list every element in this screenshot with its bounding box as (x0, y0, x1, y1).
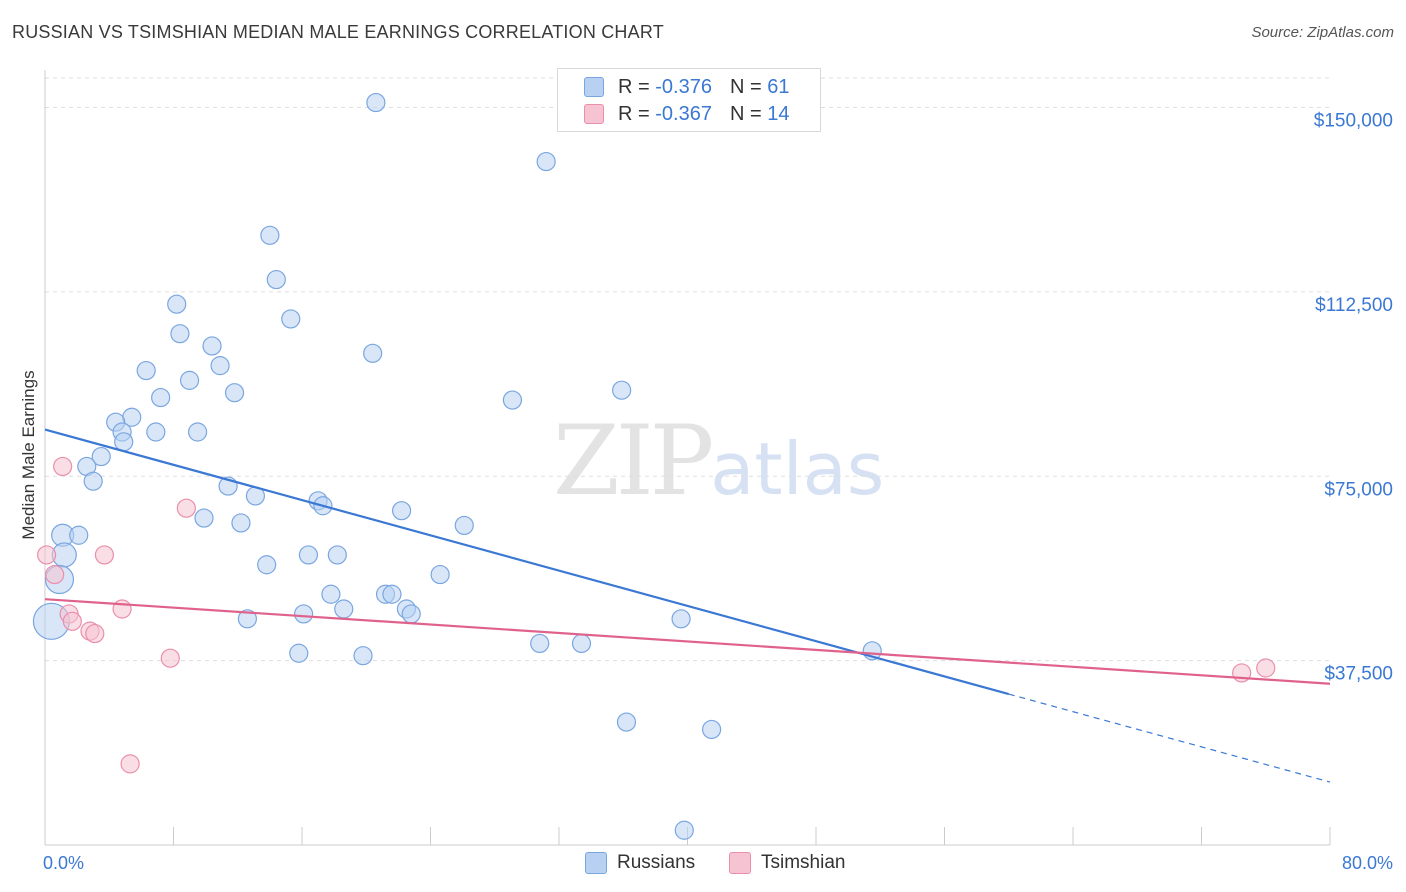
tsimshian-r-value: -0.367 (655, 102, 712, 125)
russians-point (430, 564, 450, 585)
tsimshian-point (85, 623, 105, 644)
russians-point (146, 422, 166, 442)
tsimshian-point (37, 545, 57, 565)
correlation-legend: R = -0.376 N = 61 R = -0.367 N = 14 (557, 68, 821, 132)
tsimshian-point (160, 648, 180, 668)
russians-point (612, 380, 632, 400)
legend-item-tsimshian[interactable]: Tsimshian (729, 852, 845, 874)
russians-trendline (44, 428, 1010, 696)
tsimshian-n-value: 14 (767, 102, 790, 125)
legend-row-russians: R = -0.376 N = 61 (584, 75, 789, 99)
tsimshian-point (1256, 658, 1276, 678)
russians-point (334, 599, 354, 619)
y-tick-label: $75,000 (1324, 479, 1393, 500)
tsimshian-trendline (44, 598, 1331, 685)
russians-point (231, 513, 251, 533)
russians-point (674, 820, 694, 840)
russians-r-label: R = (618, 75, 650, 98)
russians-swatch (584, 77, 604, 97)
y-tick-label: $150,000 (1314, 111, 1393, 132)
russians-point (136, 360, 156, 381)
tsimshian-swatch (584, 104, 604, 124)
tsimshian-point (62, 611, 82, 631)
russians-point (202, 336, 222, 356)
russians-point (289, 643, 309, 663)
russians-n-label: N = (729, 75, 762, 98)
russians-point (170, 324, 190, 344)
russians-point (83, 471, 103, 491)
russians-point (401, 604, 421, 624)
tsimshian-n-label: N = (729, 102, 762, 125)
russians-point (502, 390, 523, 410)
russians-point (114, 432, 134, 452)
russians-point (257, 555, 277, 575)
russians-point (151, 387, 171, 408)
russians-point (237, 609, 257, 629)
russians-point (294, 604, 314, 624)
russians-point (353, 646, 373, 666)
x-tick-label-min: 0.0% (43, 853, 84, 873)
x-tick-label-max: 80.0% (1342, 853, 1393, 873)
russians-point (571, 633, 592, 654)
russians-trendline-extension (1008, 693, 1331, 783)
legend-item-russians[interactable]: Russians (585, 852, 695, 874)
tsimshian-r-label: R = (618, 102, 650, 125)
russians-point (187, 422, 208, 442)
russians-r-value: -0.376 (655, 75, 712, 98)
russians-point (179, 370, 200, 390)
y-axis-label: Median Male Earnings (19, 370, 38, 540)
russians-point (616, 712, 637, 732)
russians-point (321, 584, 341, 604)
russians-point (382, 584, 402, 604)
russians-point (363, 343, 383, 363)
russians-point (260, 225, 280, 245)
russians-point (391, 501, 412, 521)
russians-point (210, 356, 230, 376)
russians-point (530, 633, 550, 654)
russians-legend-swatch (585, 852, 607, 874)
tsimshian-point (53, 456, 73, 477)
russians-point (327, 545, 347, 565)
watermark-zip: ZIP (553, 405, 714, 517)
russians-point (454, 515, 474, 536)
russians-point (91, 446, 111, 467)
source-label: Source: ZipAtlas.com (1251, 24, 1394, 41)
tsimshian-point (45, 564, 65, 585)
russians-point (536, 151, 556, 172)
tsimshian-point (94, 545, 115, 565)
tsimshian-legend-label: Tsimshian (761, 852, 846, 873)
russians-point (701, 719, 722, 740)
russians-point (366, 92, 386, 113)
russians-point (224, 383, 245, 403)
russians-point (671, 609, 691, 629)
russians-point (194, 508, 214, 528)
y-tick-label: $37,500 (1324, 664, 1393, 685)
chart-title: RUSSIAN VS TSIMSHIAN MEDIAN MALE EARNING… (12, 22, 664, 42)
tsimshian-point (120, 754, 140, 774)
y-tick-label: $112,500 (1315, 295, 1393, 316)
russians-point (69, 525, 89, 545)
watermark: ZIPatlas (553, 405, 884, 517)
russians-n-value: 61 (767, 75, 790, 98)
legend-row-tsimshian: R = -0.367 N = 14 (584, 102, 789, 126)
watermark-atlas: atlas (710, 427, 885, 511)
russians-point (298, 545, 319, 565)
tsimshian-point (176, 498, 196, 518)
russians-legend-label: Russians (617, 852, 696, 873)
tsimshian-legend-swatch (729, 852, 751, 874)
tsimshian-point (112, 599, 132, 619)
russians-point (266, 269, 286, 290)
russians-point (281, 309, 301, 329)
russians-point (167, 294, 187, 314)
